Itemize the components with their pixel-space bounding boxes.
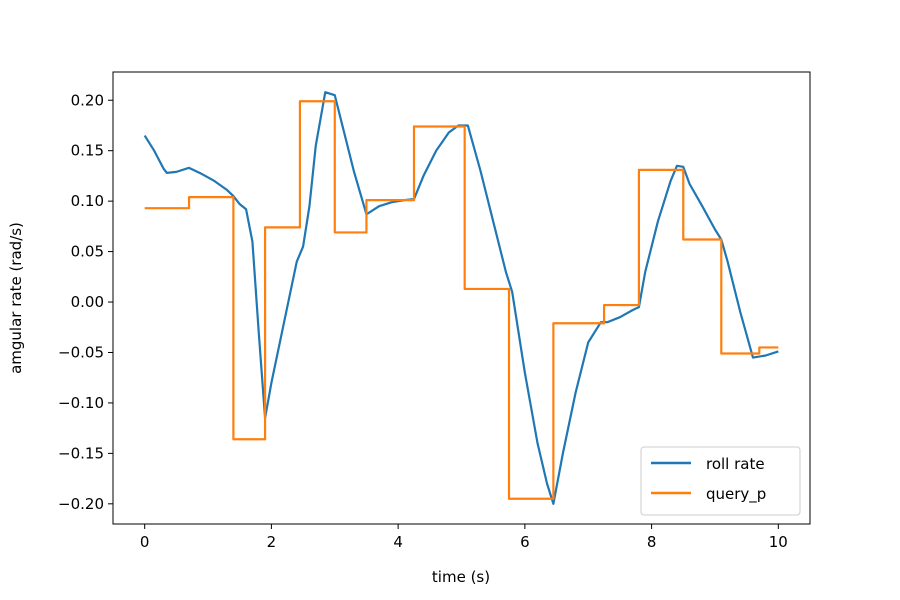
y-axis-label: amgular rate (rad/s) bbox=[7, 222, 25, 374]
y-tick-label: −0.10 bbox=[58, 394, 104, 412]
legend-label-roll-rate: roll rate bbox=[706, 455, 765, 473]
y-axis-ticks: 0.20 0.15 0.10 0.05 0.00 −0.05 −0.10 −0.15 −0.20 bbox=[58, 91, 113, 513]
y-tick-label: 0.00 bbox=[71, 293, 104, 311]
x-tick-label: 10 bbox=[769, 533, 788, 551]
legend-label-query-p: query_p bbox=[706, 485, 766, 504]
legend: roll rate query_p bbox=[640, 446, 801, 516]
y-tick-label: 0.10 bbox=[71, 192, 104, 210]
series-layer bbox=[143, 91, 779, 505]
y-tick-label: −0.15 bbox=[58, 444, 104, 462]
x-tick-label: 2 bbox=[267, 533, 277, 551]
series-line-query-p bbox=[144, 100, 779, 500]
x-tick-label: 8 bbox=[647, 533, 657, 551]
x-tick-label: 4 bbox=[393, 533, 403, 551]
x-axis-ticks: 0 2 4 6 8 10 bbox=[140, 524, 788, 551]
x-axis-label: time (s) bbox=[432, 568, 490, 586]
series-line-roll-rate bbox=[143, 91, 779, 505]
x-tick-label: 0 bbox=[140, 533, 150, 551]
y-tick-label: 0.15 bbox=[71, 142, 104, 160]
y-tick-label: 0.20 bbox=[71, 91, 104, 109]
plot-frame bbox=[112, 71, 811, 525]
y-tick-label: −0.05 bbox=[58, 343, 104, 361]
y-tick-label: 0.05 bbox=[71, 243, 104, 261]
y-tick-label: −0.20 bbox=[58, 495, 104, 513]
x-tick-label: 6 bbox=[520, 533, 530, 551]
